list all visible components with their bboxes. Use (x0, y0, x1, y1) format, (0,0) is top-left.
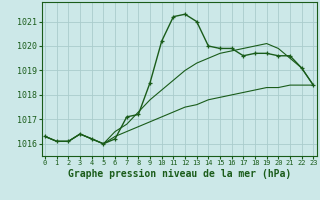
X-axis label: Graphe pression niveau de la mer (hPa): Graphe pression niveau de la mer (hPa) (68, 169, 291, 179)
